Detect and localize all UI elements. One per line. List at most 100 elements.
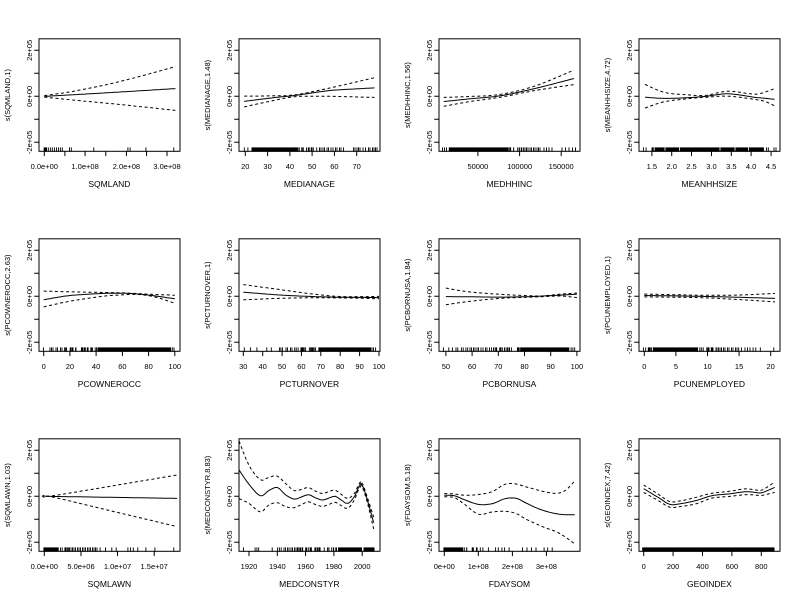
svg-text:0.0e+00: 0.0e+00 — [31, 162, 58, 171]
svg-text:80: 80 — [336, 362, 344, 371]
svg-text:0e+00: 0e+00 — [625, 286, 634, 307]
svg-text:2.5: 2.5 — [686, 162, 696, 171]
svg-text:PCOWNEROCC: PCOWNEROCC — [78, 379, 141, 389]
svg-text:PCBORNUSA: PCBORNUSA — [482, 379, 536, 389]
svg-text:s(PCTURNOVER,1): s(PCTURNOVER,1) — [203, 261, 212, 329]
svg-text:60: 60 — [330, 162, 338, 171]
svg-text:50: 50 — [442, 362, 450, 371]
svg-text:3e+08: 3e+08 — [536, 562, 557, 571]
svg-text:80: 80 — [520, 362, 528, 371]
svg-text:2e+05: 2e+05 — [625, 240, 634, 261]
svg-text:0e+00: 0e+00 — [225, 86, 234, 107]
svg-text:2e+05: 2e+05 — [25, 40, 34, 61]
svg-text:60: 60 — [118, 362, 126, 371]
svg-text:60: 60 — [297, 362, 305, 371]
svg-text:60: 60 — [468, 362, 476, 371]
svg-text:MEDCONSTYR: MEDCONSTYR — [279, 579, 339, 589]
svg-text:400: 400 — [696, 562, 709, 571]
svg-text:-2e+05: -2e+05 — [625, 531, 634, 555]
svg-text:s(PCBORNUSA,1.84): s(PCBORNUSA,1.84) — [403, 258, 412, 331]
svg-text:1960: 1960 — [297, 562, 314, 571]
svg-text:2e+08: 2e+08 — [502, 562, 523, 571]
svg-text:50000: 50000 — [467, 162, 488, 171]
svg-text:1.5: 1.5 — [647, 162, 657, 171]
svg-text:40: 40 — [286, 162, 294, 171]
svg-text:-2e+05: -2e+05 — [225, 131, 234, 155]
svg-text:0e+00: 0e+00 — [25, 86, 34, 107]
svg-text:-2e+05: -2e+05 — [625, 131, 634, 155]
svg-text:FDAYSOM: FDAYSOM — [489, 579, 530, 589]
svg-text:2e+05: 2e+05 — [25, 240, 34, 261]
svg-text:2.0: 2.0 — [666, 162, 676, 171]
svg-text:2e+05: 2e+05 — [425, 40, 434, 61]
svg-text:50: 50 — [308, 162, 316, 171]
svg-text:2000: 2000 — [354, 562, 371, 571]
svg-text:2.0e+08: 2.0e+08 — [113, 162, 140, 171]
svg-text:s(SQMLAWN,1.03): s(SQMLAWN,1.03) — [3, 463, 12, 527]
svg-text:10: 10 — [703, 362, 711, 371]
svg-text:20: 20 — [241, 162, 249, 171]
svg-text:s(FDAYSOM,5.18): s(FDAYSOM,5.18) — [403, 464, 412, 526]
svg-text:0e+00: 0e+00 — [225, 286, 234, 307]
svg-text:1.0e+08: 1.0e+08 — [71, 162, 98, 171]
svg-text:-2e+05: -2e+05 — [25, 531, 34, 555]
svg-text:1.0e+07: 1.0e+07 — [104, 562, 131, 571]
svg-text:1940: 1940 — [269, 562, 286, 571]
svg-text:0.0e+00: 0.0e+00 — [31, 562, 58, 571]
svg-text:15: 15 — [735, 362, 743, 371]
svg-text:s(MEDHHINC,1.56): s(MEDHHINC,1.56) — [403, 62, 412, 128]
svg-text:2e+05: 2e+05 — [625, 40, 634, 61]
svg-text:2e+05: 2e+05 — [225, 440, 234, 461]
svg-text:0e+00: 0e+00 — [25, 486, 34, 507]
svg-text:40: 40 — [259, 362, 267, 371]
svg-text:30: 30 — [239, 362, 247, 371]
svg-text:1920: 1920 — [241, 562, 258, 571]
svg-text:-2e+05: -2e+05 — [425, 131, 434, 155]
svg-text:0e+00: 0e+00 — [625, 486, 634, 507]
svg-text:1980: 1980 — [326, 562, 343, 571]
svg-text:50: 50 — [278, 362, 286, 371]
svg-text:-2e+05: -2e+05 — [225, 531, 234, 555]
svg-text:MEDIANAGE: MEDIANAGE — [284, 179, 335, 189]
svg-text:100: 100 — [169, 362, 182, 371]
svg-text:40: 40 — [92, 362, 100, 371]
svg-text:s(MEANHHSIZE,4.72): s(MEANHHSIZE,4.72) — [603, 57, 612, 132]
svg-text:0e+00: 0e+00 — [434, 562, 455, 571]
svg-text:4.5: 4.5 — [766, 162, 776, 171]
svg-text:-2e+05: -2e+05 — [425, 531, 434, 555]
svg-text:600: 600 — [726, 562, 739, 571]
svg-text:-2e+05: -2e+05 — [425, 331, 434, 355]
svg-text:SQMLAND: SQMLAND — [88, 179, 130, 189]
svg-text:3.0e+08: 3.0e+08 — [153, 162, 180, 171]
svg-text:s(MEDCONSTYR,8.83): s(MEDCONSTYR,8.83) — [203, 455, 212, 534]
svg-text:-2e+05: -2e+05 — [625, 331, 634, 355]
svg-text:30: 30 — [263, 162, 271, 171]
svg-text:-2e+05: -2e+05 — [25, 331, 34, 355]
svg-text:0e+00: 0e+00 — [425, 86, 434, 107]
svg-text:MEANHHSIZE: MEANHHSIZE — [682, 179, 738, 189]
svg-text:2e+05: 2e+05 — [225, 240, 234, 261]
svg-text:20: 20 — [767, 362, 775, 371]
svg-text:PCUNEMPLOYED: PCUNEMPLOYED — [674, 379, 745, 389]
svg-text:80: 80 — [144, 362, 152, 371]
svg-text:0e+00: 0e+00 — [425, 286, 434, 307]
svg-text:5.0e+06: 5.0e+06 — [67, 562, 94, 571]
svg-text:2e+05: 2e+05 — [425, 240, 434, 261]
svg-text:PCTURNOVER: PCTURNOVER — [280, 379, 340, 389]
svg-text:90: 90 — [355, 362, 363, 371]
svg-text:100: 100 — [571, 362, 584, 371]
svg-text:800: 800 — [755, 562, 768, 571]
svg-text:20: 20 — [66, 362, 74, 371]
svg-text:s(SQMLAND,1): s(SQMLAND,1) — [3, 69, 12, 122]
svg-text:2e+05: 2e+05 — [625, 440, 634, 461]
svg-text:3.0: 3.0 — [706, 162, 716, 171]
svg-text:70: 70 — [494, 362, 502, 371]
svg-text:s(GEOINDEX,7.42): s(GEOINDEX,7.42) — [603, 462, 612, 528]
svg-text:4.0: 4.0 — [746, 162, 756, 171]
svg-text:-2e+05: -2e+05 — [25, 131, 34, 155]
svg-text:s(MEDIANAGE,1.48): s(MEDIANAGE,1.48) — [203, 59, 212, 130]
svg-text:-2e+05: -2e+05 — [225, 331, 234, 355]
svg-text:200: 200 — [667, 562, 680, 571]
svg-text:2e+05: 2e+05 — [225, 40, 234, 61]
svg-text:70: 70 — [353, 162, 361, 171]
